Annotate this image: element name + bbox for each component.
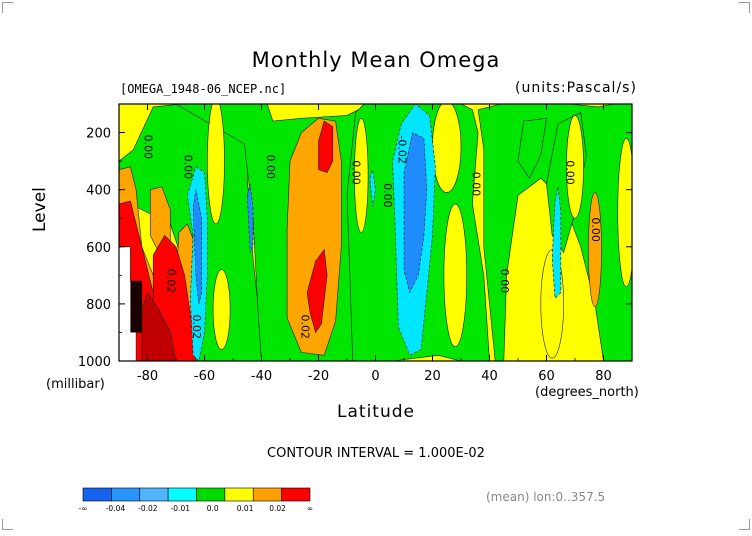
contour-labels: 0.00 0.00 0.00 0.00 0.00 -0.02 0.00 0.00 0.00 0.0… bbox=[142, 135, 602, 339]
region-0.01-a bbox=[207, 104, 225, 225]
colorbar-label: 0.0 bbox=[207, 504, 219, 513]
colorbar-label: -0.04 bbox=[106, 504, 126, 513]
region-minus-0.02-north bbox=[551, 186, 562, 299]
crop-mark-top-left bbox=[2, 2, 13, 13]
y-tick-label: 400 bbox=[86, 184, 111, 199]
x-tick-label: -40 bbox=[251, 369, 272, 384]
region-0.01-c bbox=[354, 117, 369, 233]
x-axis-title: Latitude bbox=[337, 402, 415, 422]
region-0.01-d bbox=[432, 104, 462, 193]
x-tick-label: -20 bbox=[308, 369, 329, 384]
x-tick-label: 80 bbox=[595, 369, 612, 384]
colorbar-swatch bbox=[224, 487, 254, 502]
colorbar-swatch bbox=[281, 487, 311, 502]
crop-mark-bottom-right bbox=[739, 519, 750, 530]
colorbar: -∞ -0.04 -0.02 -0.01 0.0 0.01 0.02 ∞ bbox=[79, 487, 313, 513]
contour-label: -0.02 bbox=[395, 135, 408, 163]
file-label: [OMEGA_1948-06_NCEP.nc] bbox=[120, 82, 287, 96]
colorbar-swatch bbox=[196, 487, 226, 502]
mean-longitude-note: (mean) lon:0..357.5 bbox=[486, 490, 606, 504]
y-axis-title: Level bbox=[30, 187, 50, 232]
contour-label: 0.00 bbox=[182, 155, 195, 180]
y-unit-label: (millibar) bbox=[46, 377, 105, 392]
topography-shading bbox=[130, 281, 142, 333]
contour-label: 0.02 bbox=[164, 269, 177, 294]
contour-label: 0.00 bbox=[563, 160, 576, 185]
y-tick-label: 200 bbox=[86, 127, 111, 142]
y-tick-label: 600 bbox=[86, 241, 111, 256]
region-0.03-low bbox=[306, 248, 328, 334]
contour-label: 0.00 bbox=[264, 155, 277, 180]
region-0.05-west bbox=[141, 291, 177, 361]
x-tick-label: 0 bbox=[371, 369, 379, 384]
x-axis: -80 -60 -40 -20 0 20 40 60 80 bbox=[118, 104, 633, 384]
contour-label: 0.00 bbox=[469, 172, 482, 197]
contour-label: 0.02 bbox=[298, 314, 311, 339]
contour-label: 0.02 bbox=[190, 314, 203, 339]
contour-interval-text: CONTOUR INTERVAL = 1.000E-02 bbox=[267, 446, 485, 461]
y-tick-label: 800 bbox=[86, 298, 111, 313]
region-minus-0.03-equator bbox=[403, 132, 428, 294]
contour-label: 0.00 bbox=[589, 217, 602, 242]
colorbar-label: 0.02 bbox=[269, 504, 286, 513]
y-axis: 200 400 600 800 1000 bbox=[78, 103, 632, 370]
region-0.02-north bbox=[588, 192, 602, 308]
contour-label: 0.00 bbox=[381, 183, 394, 208]
colorbar-swatch bbox=[139, 487, 169, 502]
region-0.01-h bbox=[617, 137, 632, 288]
colorbar-swatch bbox=[82, 487, 112, 502]
region-0.02-central bbox=[286, 117, 342, 356]
colorbar-label: -0.02 bbox=[138, 504, 158, 513]
x-tick-label: -80 bbox=[137, 369, 158, 384]
contour-label: 0.00 bbox=[498, 269, 511, 294]
x-tick-label: -60 bbox=[194, 369, 215, 384]
contour-field bbox=[119, 104, 632, 361]
y-tick-label: 1000 bbox=[78, 355, 111, 370]
crop-mark-top-right bbox=[739, 2, 750, 13]
x-unit-label: (degrees_north) bbox=[535, 385, 639, 400]
colorbar-swatch bbox=[167, 487, 197, 502]
region-0.01-e bbox=[443, 203, 467, 348]
colorbar-label: -∞ bbox=[79, 504, 88, 513]
region-0.01-b bbox=[212, 269, 231, 350]
region-minus-0.03-sliver bbox=[246, 183, 254, 254]
region-minus-0.03-west bbox=[192, 189, 202, 304]
x-tick-label: 20 bbox=[424, 369, 441, 384]
colorbar-label: ∞ bbox=[307, 504, 313, 513]
x-tick-label: 60 bbox=[538, 369, 555, 384]
region-minus-0.02-small bbox=[369, 169, 376, 207]
contour-label: 0.00 bbox=[142, 135, 155, 160]
contour-label: 0.00 bbox=[350, 160, 363, 185]
chart-title: Monthly Mean Omega bbox=[251, 48, 501, 72]
region-0.03-high bbox=[318, 120, 334, 173]
colorbar-label: 0.01 bbox=[237, 504, 254, 513]
region-minus-0.00-north-3 bbox=[517, 117, 547, 179]
colorbar-swatch bbox=[111, 487, 141, 502]
colorbar-label: -0.01 bbox=[171, 504, 191, 513]
colorbar-swatch bbox=[252, 487, 282, 502]
units-label: (units:Pascal/s) bbox=[515, 80, 637, 96]
crop-mark-bottom-left bbox=[2, 519, 13, 530]
x-tick-label: 40 bbox=[481, 369, 498, 384]
region-0.01-f bbox=[566, 115, 584, 219]
